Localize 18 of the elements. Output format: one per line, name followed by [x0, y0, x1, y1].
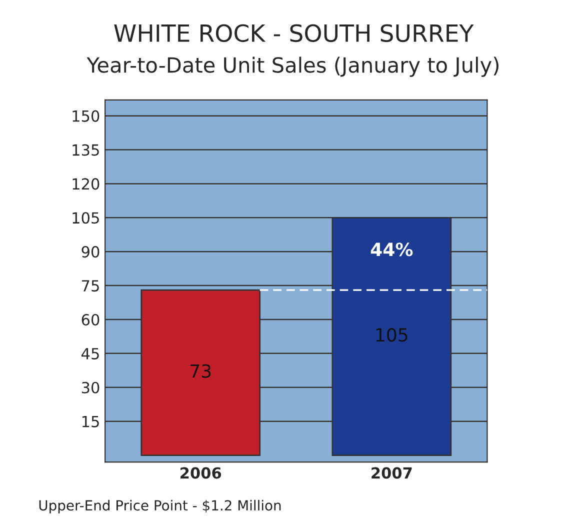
annotation: 44%	[370, 242, 413, 256]
y-tick-label: 60	[82, 314, 100, 326]
y-tick-label: 90	[82, 246, 100, 258]
text: Upper-End Price Point - $1.2 Million	[39, 500, 281, 514]
y-tick-label: 105	[72, 212, 99, 224]
x-tick-label: 2007	[372, 467, 412, 479]
y-tick-label: 120	[72, 178, 100, 190]
y-tick-label: 30	[82, 382, 100, 394]
x-tick-label: 2006	[180, 467, 222, 479]
y-tick-label: 75	[82, 280, 99, 292]
y-tick-label: 15	[82, 416, 99, 428]
data-label: 73	[190, 364, 211, 378]
chart-subtitle: Year-to-Date Unit Sales (January to July)	[86, 56, 498, 77]
y-tick-label: 135	[72, 144, 99, 156]
chart-title: WHITE ROCK - SOUTH SURREY	[114, 24, 474, 42]
y-tick-label: 150	[72, 110, 100, 122]
y-tick-label: 45	[82, 348, 99, 360]
data-label: 105	[376, 328, 408, 342]
